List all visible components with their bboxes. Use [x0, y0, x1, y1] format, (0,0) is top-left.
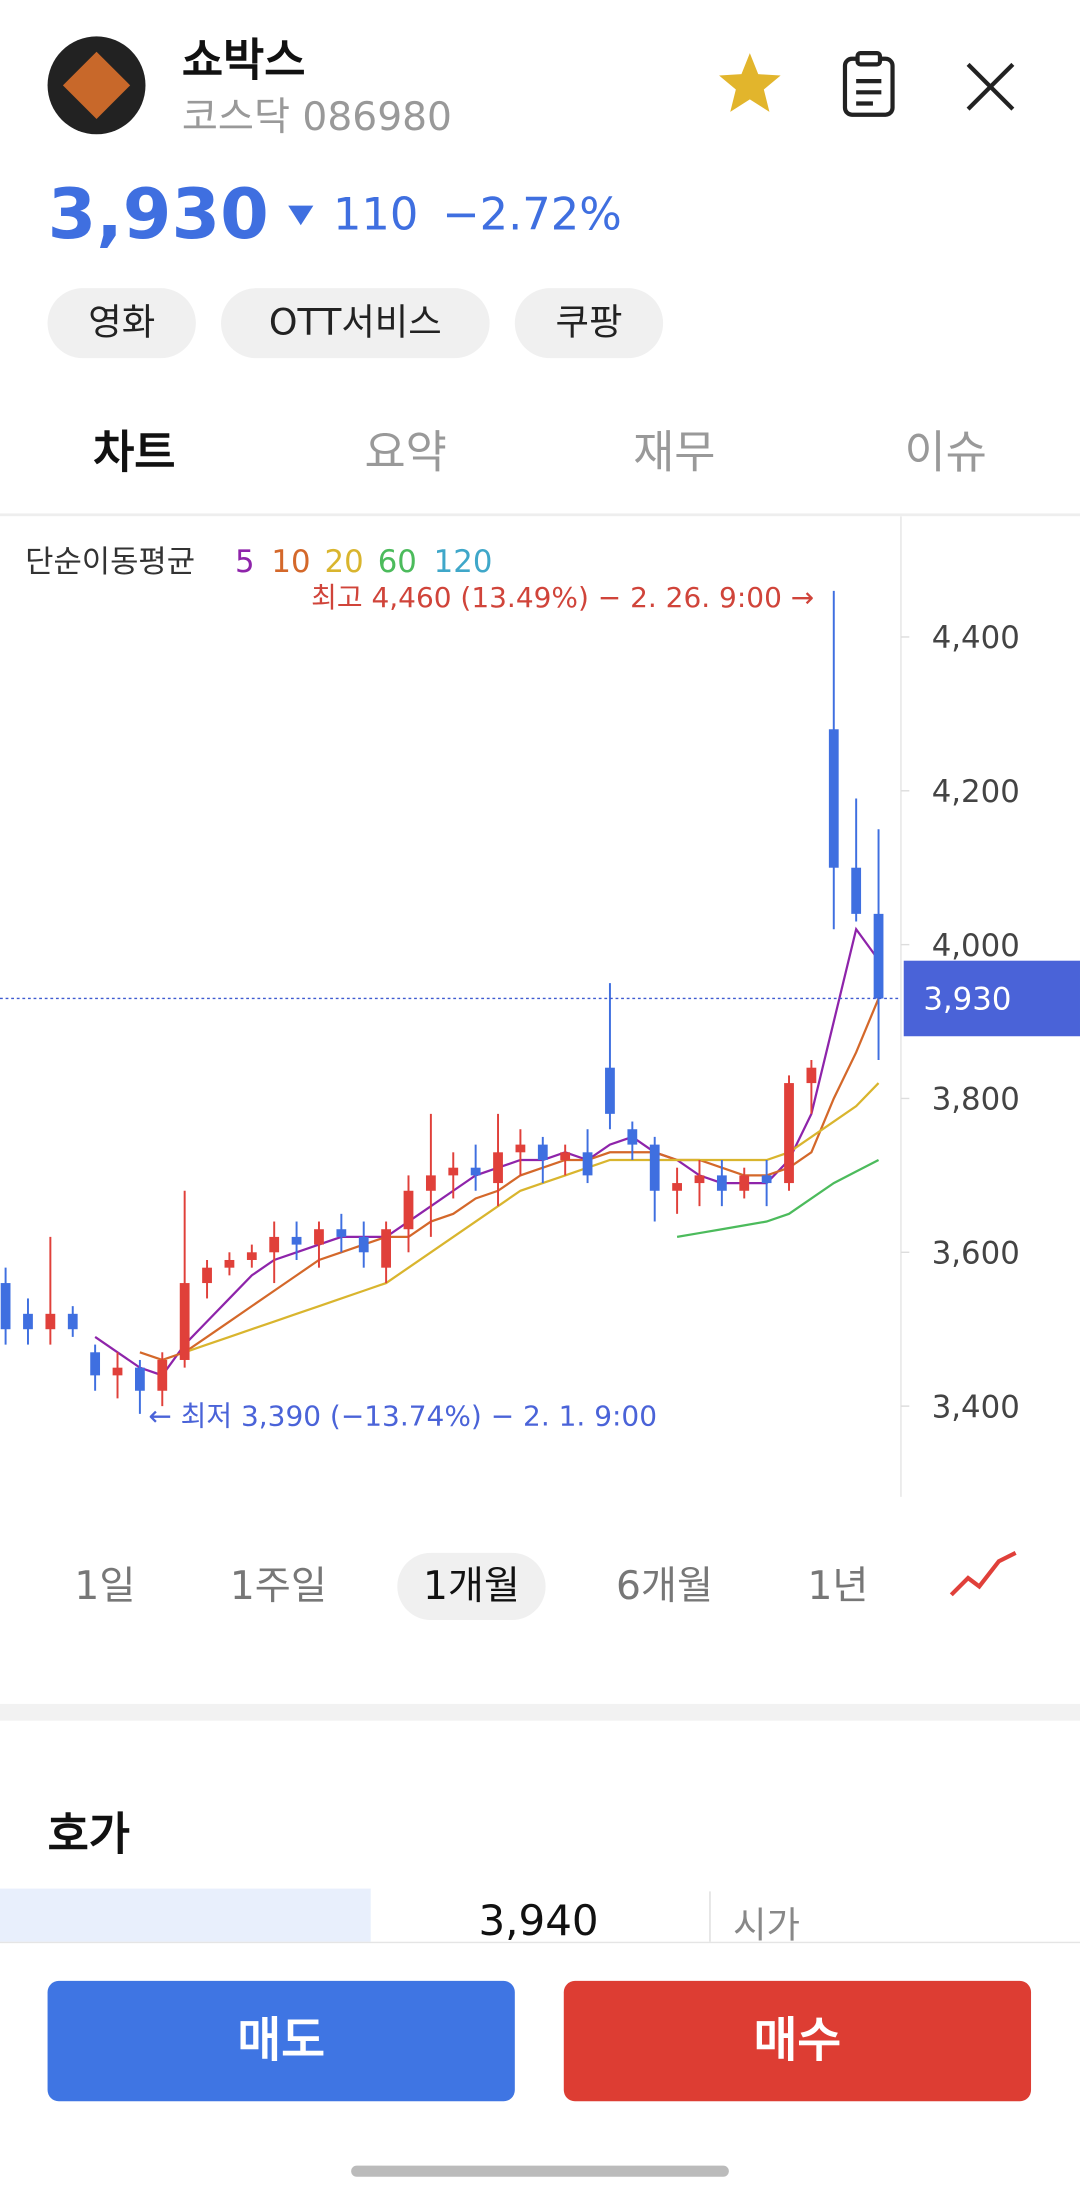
- candle-body: [269, 1236, 280, 1253]
- candle-body: [246, 1252, 257, 1260]
- period-button[interactable]: 1일: [74, 1562, 136, 1609]
- down-arrow: [288, 205, 314, 226]
- y-tick-label: 4,000: [932, 928, 1020, 964]
- chart-type-icon[interactable]: [948, 1547, 1018, 1609]
- candle-body: [694, 1175, 705, 1184]
- candle-body: [381, 1229, 392, 1268]
- period-button[interactable]: 1년: [807, 1562, 869, 1609]
- stock-name: 쇼박스: [181, 33, 306, 87]
- candle-body: [224, 1259, 235, 1268]
- current-price-box: [903, 960, 1080, 1037]
- y-tick-label: 3,600: [932, 1235, 1020, 1271]
- candle-body: [202, 1267, 212, 1284]
- candle-body: [493, 1152, 503, 1184]
- candle-body: [403, 1190, 414, 1230]
- buy-button[interactable]: 매수: [563, 1980, 1032, 2102]
- candle-body: [67, 1313, 78, 1330]
- candle-body: [425, 1175, 436, 1191]
- candle-body: [358, 1236, 369, 1253]
- candle-body: [90, 1352, 101, 1376]
- candle-body: [582, 1152, 593, 1176]
- y-tick-label: 3,400: [932, 1389, 1020, 1425]
- candle-body: [291, 1236, 302, 1245]
- candle-body: [806, 1067, 817, 1084]
- moving-average: [184, 1082, 880, 1354]
- y-tick-label: 4,400: [932, 620, 1020, 656]
- change-pct: −2.72%: [442, 187, 622, 241]
- divider: [709, 1891, 711, 1945]
- candle-body: [627, 1129, 638, 1145]
- moving-average: [676, 1159, 880, 1239]
- candle-body: [45, 1313, 56, 1330]
- price: 3,930: [47, 173, 269, 255]
- ma-label: 10: [271, 544, 310, 580]
- period-button[interactable]: 1개월: [397, 1552, 546, 1620]
- change: 110: [332, 187, 419, 241]
- tag[interactable]: 쿠팡: [514, 288, 664, 359]
- ma-title: 단순이동평균: [25, 544, 195, 580]
- ask-price: 3,940: [478, 1896, 599, 1946]
- y-tick-label: 4,200: [932, 774, 1020, 810]
- candle-body: [448, 1167, 459, 1176]
- market-code: 코스닥 086980: [181, 93, 452, 140]
- tab[interactable]: 요약: [364, 425, 447, 479]
- candle-body: [649, 1144, 660, 1191]
- home-indicator: [351, 2165, 729, 2177]
- candle-body: [716, 1175, 727, 1191]
- candle-body: [314, 1229, 324, 1245]
- candle-body: [157, 1359, 168, 1391]
- candle-body: [134, 1367, 145, 1391]
- tag[interactable]: OTT서비스: [221, 288, 490, 359]
- candle-body: [828, 729, 839, 868]
- sell-button[interactable]: 매도: [47, 1980, 515, 2102]
- current-price-label: 3,930: [923, 982, 1011, 1018]
- memo-icon[interactable]: [839, 50, 901, 120]
- low-annotation: ← 최저 3,390 (−13.74%) − 2. 1. 9:00: [148, 1400, 657, 1433]
- ma-label: 60: [378, 544, 417, 580]
- moving-average: [139, 998, 880, 1362]
- section-title: 호가: [47, 1807, 130, 1861]
- ask-volume-bar: [0, 1888, 371, 1945]
- tab[interactable]: 이슈: [904, 425, 987, 479]
- candle-body: [23, 1313, 33, 1330]
- period-button[interactable]: 1주일: [229, 1562, 327, 1609]
- period-button[interactable]: 6개월: [616, 1562, 714, 1609]
- y-tick-label: 3,800: [932, 1082, 1020, 1118]
- candle-body: [470, 1167, 481, 1176]
- candle-body: [179, 1283, 190, 1360]
- candle-body: [784, 1083, 794, 1184]
- ma-label: 5: [235, 544, 255, 580]
- logo: [47, 36, 146, 135]
- candle-body: [537, 1144, 548, 1160]
- tag[interactable]: 영화: [47, 288, 196, 359]
- candle-body: [873, 913, 884, 999]
- favorite-star[interactable]: [716, 50, 783, 114]
- high-annotation: 최고 4,460 (13.49%) − 2. 26. 9:00 →: [311, 581, 814, 614]
- section-gap: [0, 1703, 1080, 1721]
- candle-body: [336, 1229, 347, 1237]
- candle-body: [560, 1152, 571, 1160]
- candle-body: [851, 867, 862, 914]
- candle-body: [515, 1144, 526, 1153]
- candle-body: [0, 1283, 11, 1330]
- close-icon[interactable]: [962, 59, 1018, 115]
- moving-average: [94, 926, 880, 1377]
- ma-label: 20: [325, 544, 364, 580]
- tab[interactable]: 재무: [633, 425, 716, 479]
- candle-body: [739, 1175, 750, 1191]
- candle-body: [672, 1183, 682, 1191]
- candle-body: [761, 1175, 772, 1184]
- open-label: 시가: [733, 1905, 800, 1948]
- divider: [0, 513, 1080, 517]
- tab[interactable]: 차트: [93, 425, 176, 479]
- chart: 3,400 3,600 3,800 4,000 4,200 4,400 3,930 단순이동평…: [0, 516, 1080, 1497]
- candle-body: [605, 1067, 615, 1114]
- candle-body: [112, 1367, 123, 1376]
- ma-label: 120: [434, 544, 493, 580]
